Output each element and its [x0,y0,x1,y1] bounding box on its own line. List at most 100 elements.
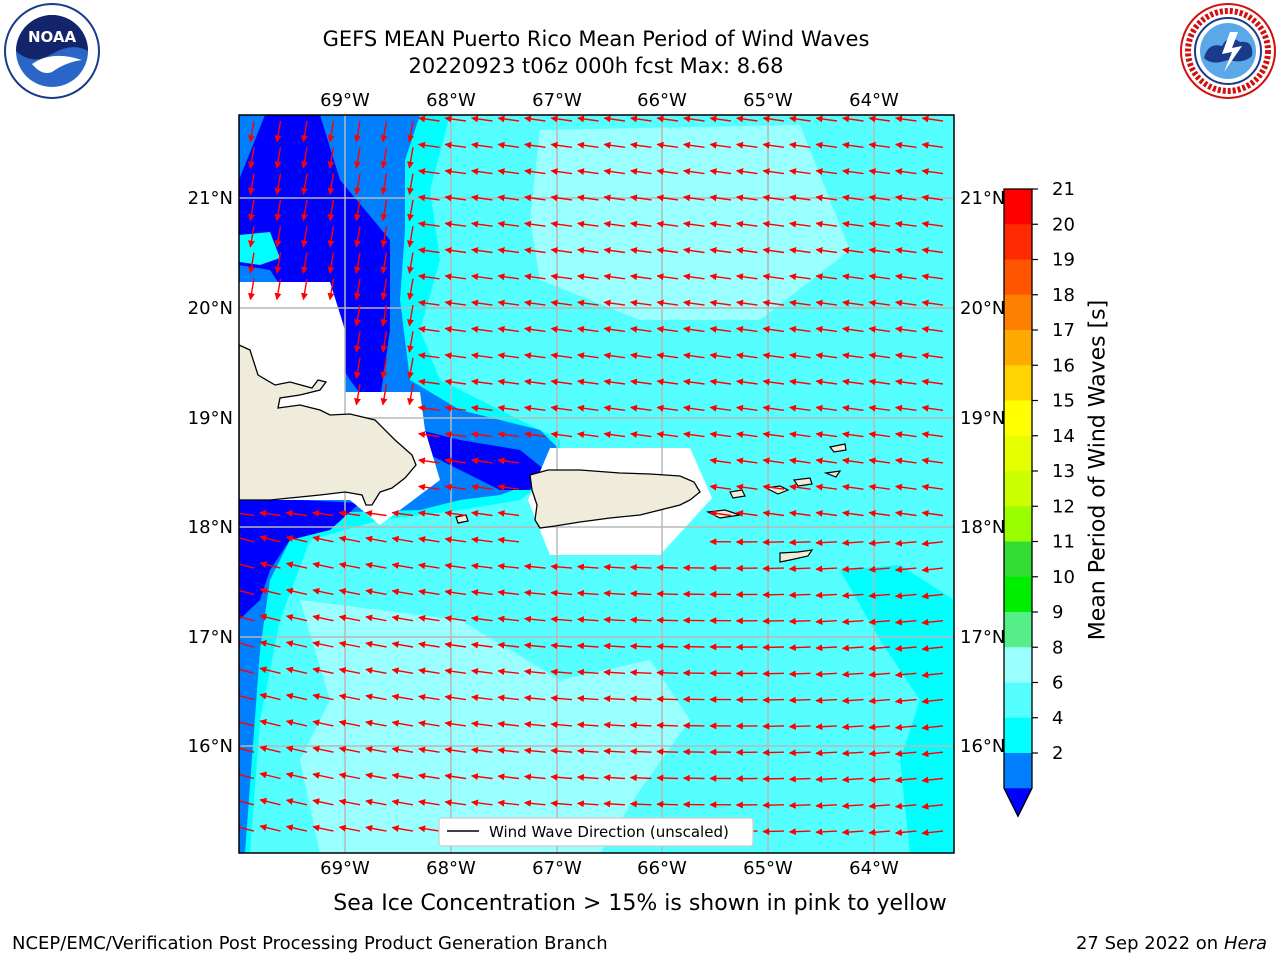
wind-wave-arrow [418,247,440,254]
wind-wave-arrow [603,325,626,333]
lon-label-top-2: 68°W [426,90,476,111]
lon-label-bottom-1: 69°W [320,858,370,879]
wind-wave-arrow [407,252,414,274]
wind-wave-arrow [842,378,864,386]
wind-wave-arrow [788,591,811,599]
wind-wave-arrow [868,697,891,705]
wind-wave-arrow [656,247,679,254]
colorbar-segment [1004,612,1032,648]
wind-wave-arrow [497,168,520,176]
wind-wave-arrow [842,404,864,412]
wind-wave-arrow [418,667,440,675]
colorbar-segment [1004,189,1032,225]
wind-wave-arrow [788,644,811,652]
wind-wave-arrow [815,749,838,757]
lon-label-top-6: 64°W [849,90,899,111]
wind-wave-arrow [497,589,520,597]
wind-wave-arrow [365,772,387,780]
field-lt2-north [239,115,545,490]
wind-wave-arrow [312,824,334,832]
wind-wave-arrow [894,750,917,758]
wind-wave-arrow [444,667,467,675]
wind-wave-arrow [418,431,440,439]
wind-wave-arrow [354,331,361,353]
colorbar-tick-label: 9 [1052,602,1063,623]
colorbar-tick-label: 10 [1052,567,1075,588]
wind-wave-arrow [868,802,891,810]
wind-wave-arrow [365,798,387,806]
wind-wave-arrow [815,670,838,678]
wind-wave-arrow [239,534,255,543]
wind-wave-arrow [683,378,705,386]
wind-wave-arrow [418,614,440,622]
wind-wave-arrow [603,642,626,650]
wind-wave-arrow [471,325,493,333]
wind-wave-arrow [789,404,811,412]
wind-wave-arrow [921,539,944,547]
wind-wave-arrow [842,194,864,202]
colorbar-segment [1004,541,1032,578]
wind-wave-arrow [629,590,652,598]
lon-label-bottom-6: 64°W [849,858,899,879]
wind-wave-arrow [683,220,705,228]
legend-label: Wind Wave Direction (unscaled) [489,823,729,841]
wind-wave-arrow [239,797,255,806]
wind-wave-arrow [301,252,308,274]
wind-wave-arrow [418,325,440,333]
wind-wave-arrow [815,378,838,386]
wind-wave-arrow [380,252,388,274]
wind-wave-arrow [444,194,467,202]
wind-wave-arrow [656,168,679,176]
wind-wave-arrow [338,745,361,753]
wind-wave-arrow [274,252,282,274]
wind-wave-arrow [815,483,838,491]
wind-wave-arrow [603,695,626,703]
wind-wave-arrow [815,775,838,783]
wind-wave-arrow [921,750,944,758]
colorbar-tick-label: 15 [1052,391,1075,412]
wind-wave-arrow [762,591,785,599]
lat-label-right-1: 21°N [960,188,1005,209]
wind-wave-arrow [444,483,467,491]
wind-wave-arrow [418,352,440,360]
wind-wave-arrow [868,510,891,517]
wind-wave-arrow [444,352,467,360]
wind-wave-arrow [497,325,520,333]
wind-wave-arrow [391,693,414,701]
wind-wave-arrow [629,642,652,650]
wind-wave-arrow [683,141,705,149]
wind-wave-arrow [471,589,493,596]
wind-wave-arrow [630,378,652,386]
wind-wave-arrow [656,431,679,439]
wind-wave-arrow [603,220,626,228]
wind-wave-arrow [285,666,308,674]
wind-wave-arrow [656,616,679,624]
wind-wave-arrow [868,115,891,123]
colorbar-tick-label: 14 [1052,426,1075,447]
wind-wave-arrow [444,141,467,149]
wind-wave-arrow [630,404,652,412]
wind-wave-arrow [550,642,573,650]
wind-wave-arrow [497,747,520,754]
wind-wave-arrow [815,194,838,202]
wind-wave-arrow [630,299,652,307]
wind-wave-arrow [524,220,546,228]
wind-wave-arrow [550,273,573,281]
wind-wave-arrow [921,645,944,653]
wind-wave-arrow [762,775,785,783]
wind-wave-arrow [603,115,626,123]
wind-wave-arrow [895,220,917,228]
wind-wave-arrow [550,378,573,386]
wind-wave-arrow [391,719,414,727]
wind-wave-arrow [762,617,785,625]
wind-wave-arrow [523,720,546,728]
wind-wave-arrow [471,299,493,307]
field-8-9-south [300,600,690,853]
wind-wave-arrow [577,299,599,307]
wind-wave-arrow [407,304,414,327]
wind-wave-arrow [868,644,891,652]
wind-wave-arrow [868,539,891,547]
wind-wave-arrow [789,194,811,202]
wind-wave-arrow [550,299,573,307]
lon-label-top-4: 66°W [637,90,687,111]
